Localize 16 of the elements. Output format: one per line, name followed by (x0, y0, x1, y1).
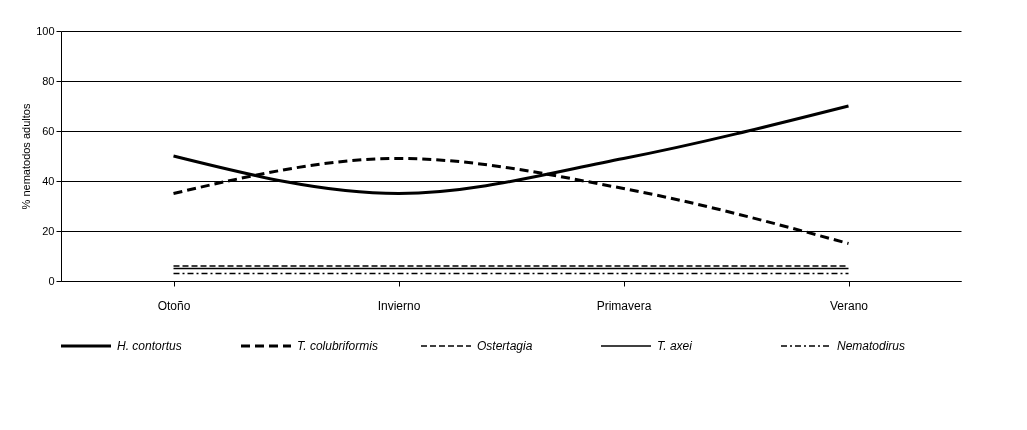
legend-label: H. contortus (117, 339, 182, 353)
legend-label: Ostertagia (477, 339, 533, 353)
legend-label: Nematodirus (837, 339, 906, 353)
x-tick-label: Invierno (377, 298, 421, 313)
y-tick-label: 20 (42, 224, 55, 237)
y-tick-label: 0 (48, 274, 55, 287)
legend-label: T. colubriformis (297, 339, 378, 353)
x-tick-label: Otoño (157, 298, 191, 313)
y-tick-label: 40 (42, 174, 55, 187)
x-tick-label: Primavera (596, 298, 652, 313)
y-tick-label: 80 (42, 74, 55, 87)
y-axis-title: % nematodos adultos (20, 103, 33, 210)
x-tick-label: Verano (829, 298, 869, 313)
y-tick-label: 100 (36, 24, 55, 37)
legend-label: T. axei (657, 339, 693, 353)
y-tick-label: 60 (42, 124, 55, 137)
